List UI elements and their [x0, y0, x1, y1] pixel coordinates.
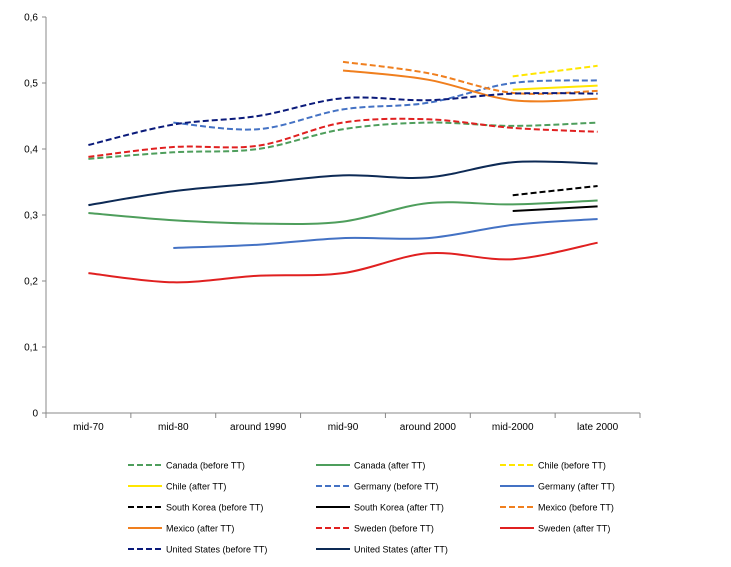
- legend-item-south-korea-before-tt: South Korea (before TT): [128, 503, 263, 513]
- x-tick-label: late 2000: [577, 422, 619, 433]
- legend-item-sweden-before-tt: Sweden (before TT): [316, 524, 434, 534]
- y-tick-label: 0,2: [24, 277, 38, 288]
- legend-label: Mexico (after TT): [166, 524, 234, 534]
- series-line-mexico-before-tt: [342, 60, 598, 95]
- series-line-germany-before-tt: [173, 79, 598, 131]
- legend-item-chile-before-tt: Chile (before TT): [500, 461, 606, 471]
- y-tick-label: 0,6: [24, 13, 38, 24]
- series-line-canada-before-tt: [88, 121, 598, 160]
- series-line-germany-after-tt: [173, 218, 598, 249]
- plot-area: [88, 60, 598, 284]
- legend-label: Chile (before TT): [538, 461, 606, 471]
- legend-item-chile-after-tt: Chile (after TT): [128, 482, 226, 492]
- legend-item-united-states-after-tt: United States (after TT): [316, 545, 448, 555]
- legend-item-canada-after-tt: Canada (after TT): [316, 461, 425, 471]
- series-line-south-korea-before-tt: [512, 185, 598, 197]
- legend-label: Canada (before TT): [166, 461, 245, 471]
- x-tick-label: mid-90: [328, 422, 359, 433]
- series-line-united-states-after-tt: [88, 160, 598, 207]
- legend-label: Sweden (before TT): [354, 524, 434, 534]
- x-axis: mid-70 mid-80 around 1990 mid-90 around 2000…: [45, 412, 641, 433]
- legend-label: Germany (before TT): [354, 482, 438, 492]
- series-line-canada-after-tt: [88, 199, 598, 225]
- legend-item-united-states-before-tt: United States (before TT): [128, 545, 267, 555]
- x-tick-label: mid-2000: [492, 422, 534, 433]
- y-tick-label: 0,3: [24, 211, 38, 222]
- legend-item-mexico-before-tt: Mexico (before TT): [500, 503, 614, 513]
- legend-label: Sweden (after TT): [538, 524, 610, 534]
- series-line-south-korea-after-tt: [512, 205, 598, 212]
- legend-item-mexico-after-tt: Mexico (after TT): [128, 524, 234, 534]
- series-line-mexico-after-tt: [342, 69, 598, 103]
- y-axis: 0 0,1 0,2 0,3 0,4 0,5 0,6: [24, 13, 47, 420]
- legend-item-germany-before-tt: Germany (before TT): [316, 482, 438, 492]
- series-line-chile-before-tt: [512, 64, 598, 78]
- x-tick-label: around 2000: [400, 422, 457, 433]
- series-line-sweden-after-tt: [88, 241, 598, 284]
- legend-label: South Korea (before TT): [166, 503, 263, 513]
- y-tick-label: 0,1: [24, 343, 38, 354]
- legend-label: United States (after TT): [354, 545, 448, 555]
- legend-item-sweden-after-tt: Sweden (after TT): [500, 524, 610, 534]
- legend-label: South Korea (after TT): [354, 503, 444, 513]
- x-tick-label: around 1990: [230, 422, 287, 433]
- legend-item-canada-before-tt: Canada (before TT): [128, 461, 245, 471]
- legend-label: Mexico (before TT): [538, 503, 614, 513]
- x-tick-label: mid-80: [158, 422, 189, 433]
- legend-label: Chile (after TT): [166, 482, 226, 492]
- y-tick-label: 0,5: [24, 79, 38, 90]
- legend-label: Canada (after TT): [354, 461, 425, 471]
- y-tick-label: 0: [32, 409, 38, 420]
- legend: Canada (before TT) Canada (after TT) Chile…: [128, 461, 615, 555]
- legend-label: United States (before TT): [166, 545, 267, 555]
- y-tick-label: 0,4: [24, 145, 38, 156]
- series-line-chile-after-tt: [512, 84, 598, 91]
- legend-item-south-korea-after-tt: South Korea (after TT): [316, 503, 444, 513]
- series-line-sweden-before-tt: [88, 117, 598, 158]
- legend-label: Germany (after TT): [538, 482, 615, 492]
- x-tick-label: mid-70: [73, 422, 104, 433]
- legend-item-germany-after-tt: Germany (after TT): [500, 482, 615, 492]
